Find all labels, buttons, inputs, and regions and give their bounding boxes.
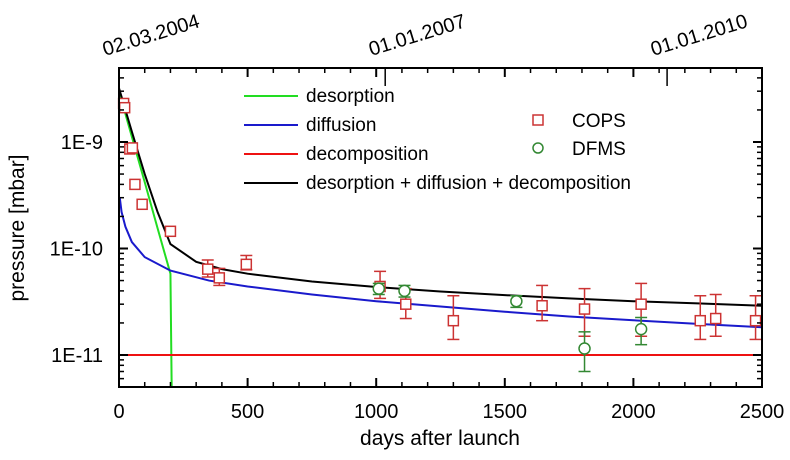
- legend-label: diffusion: [306, 115, 376, 136]
- x-tick-label: 1000: [354, 401, 399, 423]
- cops-point: [164, 225, 177, 238]
- x-tick-label: 2500: [740, 401, 785, 423]
- legend-label: COPS: [572, 111, 626, 132]
- top-date-label: 01.01.2010: [648, 10, 750, 60]
- y-axis-title: pressure [mbar]: [6, 154, 29, 301]
- x-tick-label: 1500: [483, 401, 528, 423]
- plot-frame: [118, 67, 763, 388]
- x-tick-label: 500: [231, 401, 264, 423]
- cops-point: [400, 298, 412, 310]
- legend-label: desorption: [306, 86, 395, 107]
- cops-point: [709, 312, 722, 325]
- dfms-point: [372, 282, 386, 295]
- cops-point: [536, 300, 548, 312]
- line-desorption: [119, 90, 173, 387]
- marker-layer: [117, 97, 762, 373]
- dfms-point: [510, 294, 523, 308]
- legend-label: decomposition: [306, 144, 429, 165]
- series-layer: [119, 87, 762, 387]
- legend: desorption diffusion decomposition desorpti…: [244, 86, 631, 194]
- y-tick-label: 1E-10: [50, 239, 103, 261]
- cops-point: [213, 272, 226, 284]
- legend-marker-swatch: [532, 114, 544, 126]
- x-axis-title: days after launch: [360, 427, 520, 450]
- cops-point: [694, 314, 707, 327]
- cops-point: [578, 303, 591, 315]
- legend-label: desorption + diffusion + decomposition: [306, 173, 631, 194]
- legend-label: DFMS: [572, 139, 626, 160]
- dfms-point: [634, 322, 648, 336]
- cops-point: [447, 314, 460, 327]
- cops-point: [126, 142, 139, 154]
- cops-point: [136, 198, 148, 211]
- cops-point: [201, 263, 214, 275]
- cops-point: [118, 101, 131, 114]
- top-date-label: 01.01.2007: [366, 10, 468, 60]
- y-tick-label: 1E-11: [51, 345, 103, 367]
- legend-marker-swatch: [532, 142, 544, 154]
- x-tick-label: 0: [113, 401, 124, 423]
- cops-point: [749, 314, 762, 327]
- y-tick-label: 1E-9: [61, 132, 103, 154]
- cops-point: [129, 178, 141, 191]
- x-tick-label: 2000: [611, 401, 656, 423]
- cops-point: [240, 258, 253, 271]
- top-date-label: 02.03.2004: [100, 10, 202, 60]
- dfms-point: [578, 342, 591, 355]
- line-diffusion: [119, 197, 762, 329]
- dfms-point: [398, 284, 411, 298]
- cops-point: [635, 298, 647, 310]
